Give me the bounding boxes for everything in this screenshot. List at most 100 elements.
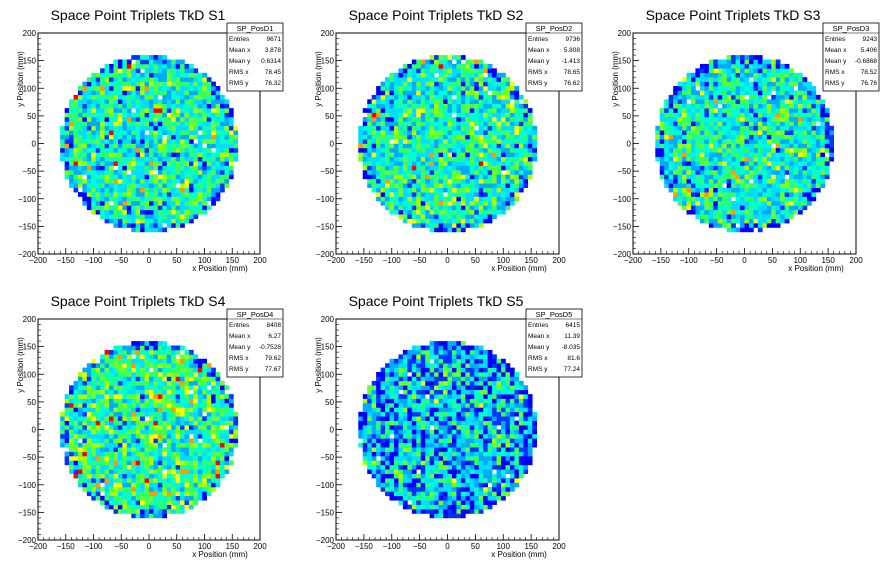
- heatmap-bin: [420, 165, 426, 171]
- heatmap-bin: [713, 139, 719, 144]
- heatmap-bin: [793, 90, 799, 96]
- heatmap-bin: [69, 429, 74, 435]
- heatmap-bin: [77, 482, 83, 488]
- heatmap-bin: [153, 504, 159, 510]
- heatmap-bin: [166, 380, 172, 386]
- heatmap-bin: [135, 214, 141, 219]
- heatmap-bin: [407, 200, 413, 206]
- heatmap-bin: [726, 218, 732, 224]
- heatmap-bin: [362, 108, 368, 113]
- heatmap-bin: [483, 143, 488, 149]
- heatmap-bin: [117, 376, 123, 382]
- heatmap-bin: [434, 55, 439, 60]
- heatmap-bin: [402, 125, 408, 131]
- heatmap-bin: [157, 513, 163, 519]
- heatmap-bin: [820, 147, 826, 153]
- axis-ticks: −200−200−150−150−100−100−50−500050501001…: [18, 29, 267, 265]
- heatmap-bin: [824, 165, 830, 171]
- heatmap-bin: [126, 411, 132, 417]
- heatmap-bin: [708, 130, 714, 135]
- heatmap-bin: [171, 376, 176, 382]
- heatmap-bin: [820, 125, 826, 131]
- heatmap-bin: [117, 486, 123, 492]
- heatmap-bin: [104, 504, 110, 510]
- heatmap-bin: [766, 205, 772, 211]
- heatmap-bin: [757, 130, 763, 135]
- heatmap-bin: [469, 125, 475, 131]
- y-tick-label: 100: [23, 84, 37, 93]
- heatmap-bin: [371, 161, 377, 166]
- heatmap-bin: [469, 77, 475, 82]
- heatmap-bin: [456, 152, 462, 158]
- heatmap-bin: [407, 218, 413, 224]
- heatmap-bin: [157, 59, 163, 65]
- heatmap-bin: [757, 81, 763, 87]
- heatmap-bin: [211, 192, 216, 197]
- heatmap-bin: [704, 205, 710, 211]
- heatmap-bin: [202, 121, 208, 127]
- heatmap-bin: [735, 192, 741, 197]
- heatmap-bin: [126, 200, 132, 206]
- heatmap-bin: [100, 68, 105, 74]
- heatmap-bin: [474, 161, 480, 166]
- heatmap-bin: [109, 464, 114, 470]
- heatmap-bin: [465, 205, 471, 211]
- heatmap-bin: [460, 183, 466, 188]
- heatmap-bin: [82, 447, 88, 452]
- heatmap-bin: [784, 192, 790, 197]
- heatmap-bin: [122, 156, 128, 162]
- heatmap-bin: [367, 121, 372, 127]
- heatmap-bin: [126, 116, 132, 122]
- heatmap-bin: [104, 482, 110, 488]
- heatmap-bin: [193, 90, 199, 96]
- heatmap-bin: [695, 178, 701, 184]
- heatmap-bin: [91, 178, 97, 184]
- heatmap-bin: [673, 99, 678, 105]
- heatmap-bin: [113, 473, 119, 479]
- heatmap-bin: [91, 108, 97, 113]
- heatmap-bin: [215, 147, 221, 153]
- heatmap-bin: [748, 218, 754, 224]
- heatmap-bin: [122, 495, 128, 501]
- heatmap-bin: [753, 112, 759, 118]
- heatmap-bin: [215, 125, 221, 131]
- heatmap-bin: [113, 425, 119, 430]
- heatmap-bin: [492, 192, 497, 197]
- heatmap-bin: [86, 200, 92, 206]
- heatmap-bin: [69, 174, 74, 180]
- heatmap-bin: [157, 473, 163, 479]
- heatmap-bin: [126, 77, 132, 82]
- heatmap-bin: [673, 103, 678, 109]
- heatmap-bin: [149, 134, 154, 140]
- heatmap-bin: [505, 139, 511, 144]
- heatmap-bin: [95, 460, 101, 466]
- heatmap-bin: [117, 130, 123, 135]
- heatmap-bin: [713, 81, 719, 87]
- heatmap-bin: [806, 174, 812, 180]
- heatmap-bin: [686, 121, 692, 127]
- heatmap-bin: [180, 218, 185, 224]
- heatmap-bin: [86, 376, 92, 382]
- heatmap-bin: [775, 77, 781, 82]
- heatmap-bin: [91, 464, 97, 470]
- heatmap-bin: [447, 223, 453, 228]
- heatmap-bin: [131, 456, 136, 461]
- heatmap-bin: [673, 192, 678, 197]
- heatmap-bin: [122, 349, 128, 355]
- heatmap-bin: [407, 68, 413, 74]
- heatmap-bin: [438, 227, 444, 233]
- heatmap-bin: [784, 63, 790, 69]
- heatmap-bin: [166, 495, 172, 501]
- heatmap-bin: [766, 165, 772, 171]
- heatmap-bin: [460, 205, 466, 211]
- heatmap-bin: [140, 429, 145, 435]
- heatmap-bin: [420, 152, 426, 158]
- heatmap-bin: [726, 68, 732, 74]
- heatmap-bin: [483, 86, 488, 91]
- heatmap-bin: [793, 165, 799, 171]
- heatmap-bin: [122, 394, 128, 399]
- heatmap-bin: [144, 354, 150, 360]
- heatmap-bin: [109, 170, 114, 175]
- heatmap-bin: [122, 214, 128, 219]
- heatmap-bin: [157, 183, 163, 188]
